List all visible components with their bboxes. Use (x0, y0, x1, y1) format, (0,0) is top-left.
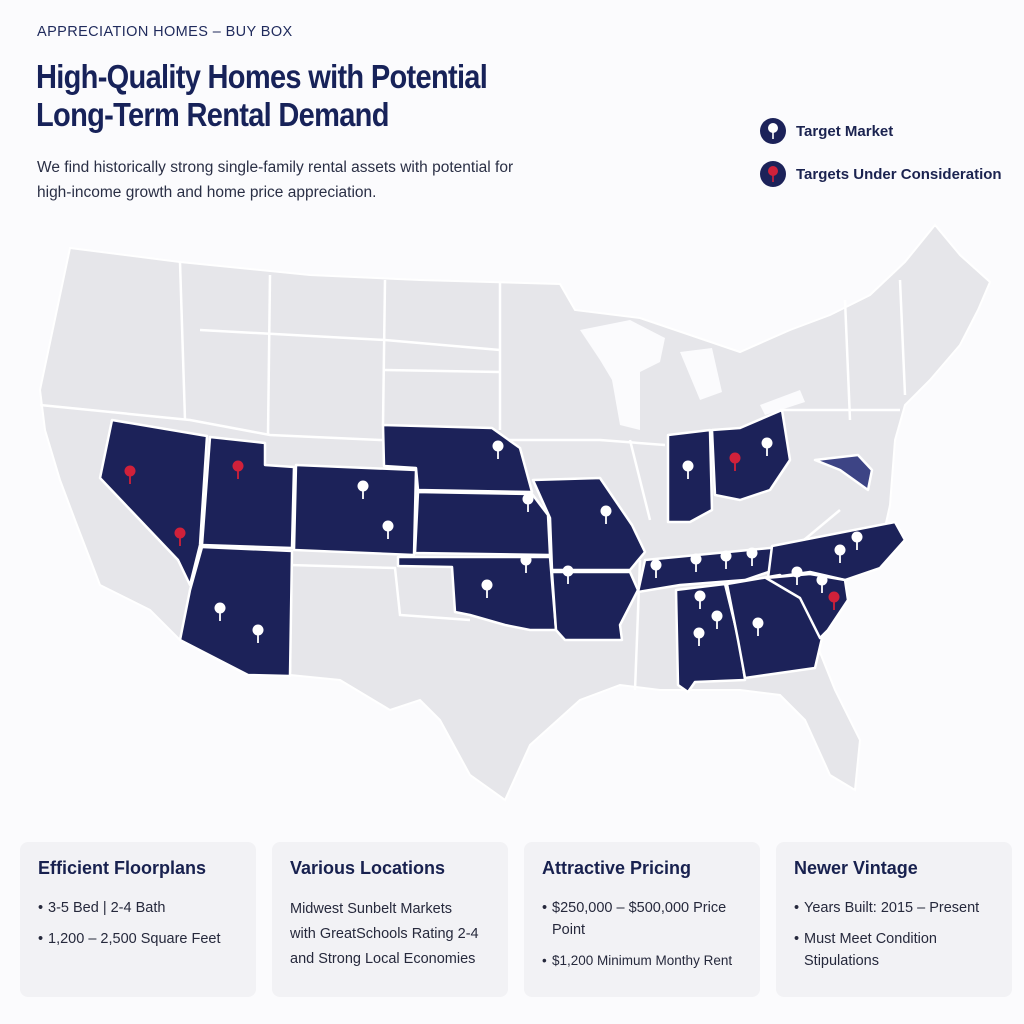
title-line-1: High-Quality Homes with Potential (36, 58, 488, 95)
card-item: 3-5 Bed | 2-4 Bath (38, 897, 242, 919)
card-text: Midwest Sunbelt Markets with GreatSchool… (290, 897, 494, 972)
eyebrow-label: APPRECIATION HOMES – BUY BOX (37, 24, 293, 40)
card-efficient-floorplans: Efficient Floorplans 3-5 Bed | 2-4 Bath … (20, 842, 256, 997)
subtitle-line-2: high-income growth and home price apprec… (37, 184, 377, 201)
legend-item-consideration: Targets Under Consideration (760, 161, 1002, 187)
state-missouri (531, 476, 647, 572)
card-various-locations: Various Locations Midwest Sunbelt Market… (272, 842, 508, 997)
legend-label-target: Target Market (796, 122, 894, 140)
card-title: Attractive Pricing (542, 858, 692, 878)
state-ohio (710, 408, 792, 502)
great-lakes (580, 320, 805, 430)
card-item: Must Meet Condition Stipulations (794, 928, 998, 972)
state-kansas (413, 490, 552, 557)
map-legend: Target Market Targets Under Consideratio… (760, 118, 1002, 204)
subtitle-line-1: We find historically strong single-famil… (37, 159, 514, 176)
card-title: Efficient Floorplans (38, 858, 207, 878)
state-indiana (666, 428, 714, 524)
legend-label-consideration: Targets Under Consideration (796, 165, 1002, 183)
card-item: Years Built: 2015 – Present (794, 897, 998, 919)
state-arkansas (550, 570, 640, 642)
card-attractive-pricing: Attractive Pricing $250,000 – $500,000 P… (524, 842, 760, 997)
card-title: Newer Vintage (794, 858, 918, 878)
page-subtitle: We find historically strong single-famil… (37, 155, 557, 205)
state-colorado (292, 463, 418, 557)
card-item: $1,200 Minimum Monthy Rent (542, 950, 746, 972)
card-item: 1,200 – 2,500 Square Feet (38, 928, 242, 950)
legend-item-target: Target Market (760, 118, 1002, 144)
buy-box-cards: Efficient Floorplans 3-5 Bed | 2-4 Bath … (20, 842, 1012, 997)
card-title: Various Locations (290, 858, 446, 878)
us-map (38, 223, 992, 802)
page-title: High-Quality Homes with Potential Long-T… (36, 58, 529, 134)
red-pin-icon (760, 161, 786, 187)
white-pin-icon (760, 118, 786, 144)
card-text-line: with GreatSchools Rating 2-4 (290, 926, 479, 942)
state-alabama (674, 582, 747, 694)
card-text-line: Midwest Sunbelt Markets (290, 901, 452, 917)
state-utah (200, 435, 296, 550)
card-newer-vintage: Newer Vintage Years Built: 2015 – Presen… (776, 842, 1012, 997)
state-maryland (813, 453, 874, 492)
card-text-line: and Strong Local Economies (290, 951, 476, 967)
state-south-carolina (764, 572, 850, 640)
card-item: $250,000 – $500,000 Price Point (542, 897, 746, 941)
state-arizona (178, 545, 294, 678)
title-line-2: Long-Term Rental Demand (36, 96, 389, 133)
